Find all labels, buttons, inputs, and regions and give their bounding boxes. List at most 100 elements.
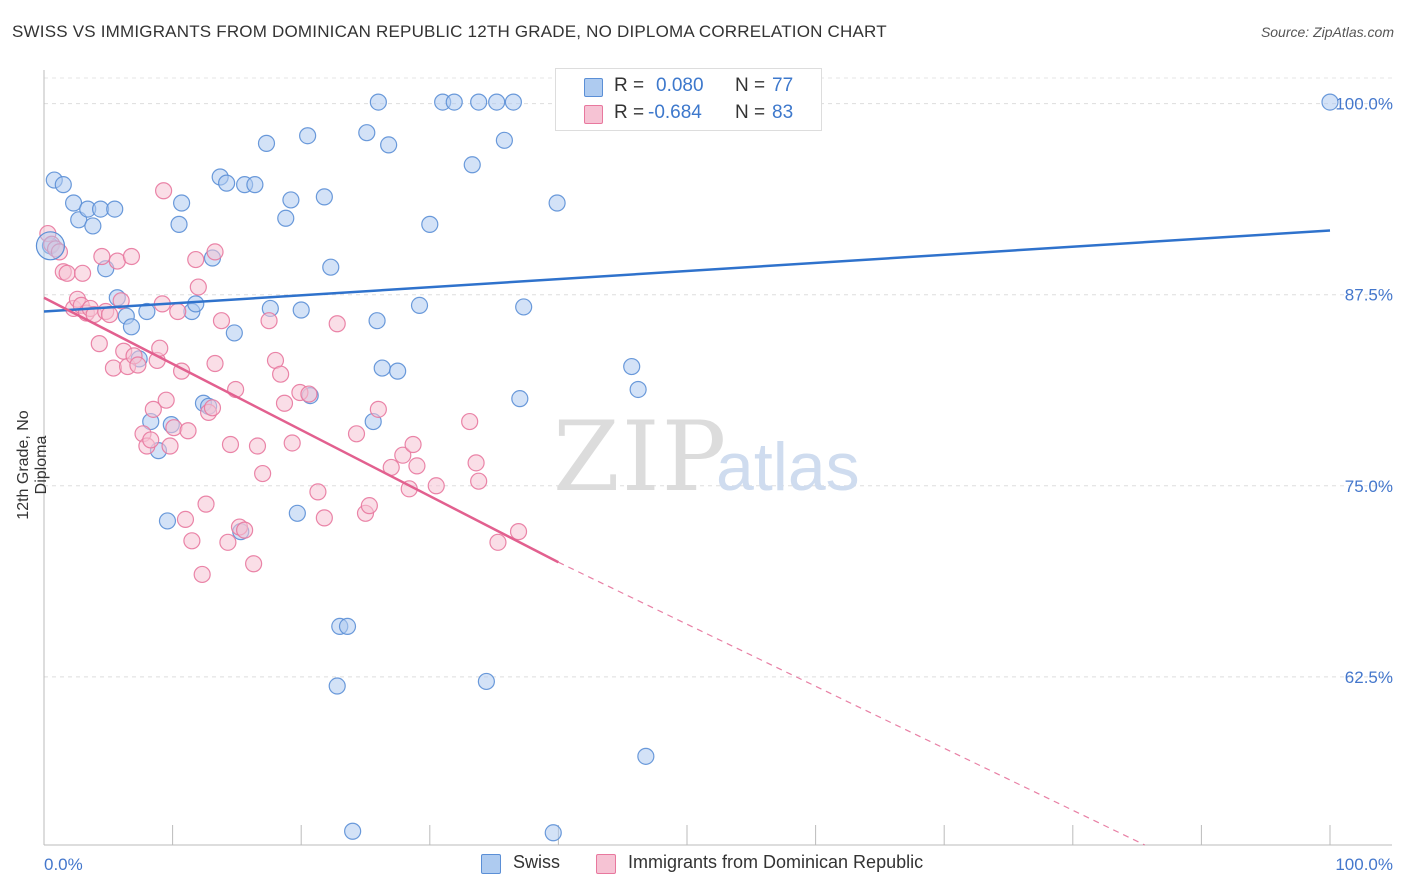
swiss-point-62 xyxy=(511,390,529,408)
dominican-point-13 xyxy=(93,247,111,266)
swiss-point-22 xyxy=(187,295,205,313)
dominican-point-41 xyxy=(193,565,211,584)
swiss-point-8 xyxy=(106,200,124,218)
dominican-point-65 xyxy=(347,425,366,443)
dominican-point-55 xyxy=(260,312,278,330)
swiss-point-28 xyxy=(225,324,243,342)
swiss-point-27 xyxy=(218,174,236,192)
swiss-point-61 xyxy=(504,93,522,111)
swiss-point-53 xyxy=(421,215,439,233)
swiss-point-75 xyxy=(1321,93,1339,111)
swiss-point-56 xyxy=(463,156,481,174)
dominican-point-48 xyxy=(221,435,240,454)
swiss-point-50 xyxy=(380,136,398,154)
dominican-r-value: -0.684 xyxy=(648,102,702,123)
dominican-point-42 xyxy=(197,495,215,513)
dominican-trend-extension xyxy=(558,561,1146,846)
bottom-swiss-label: Swiss xyxy=(513,852,561,872)
watermark-atlas: atlas xyxy=(716,429,860,505)
swiss-point-32 xyxy=(257,134,276,152)
swiss-n-label: N = xyxy=(735,75,766,96)
swiss-point-71 xyxy=(629,380,647,399)
source-label: Source: ZipAtlas.com xyxy=(1260,24,1394,40)
dominican-point-5 xyxy=(58,264,76,282)
swiss-point-41 xyxy=(322,258,340,276)
dominican-point-63 xyxy=(315,509,333,527)
swiss-point-70 xyxy=(623,357,641,376)
dominican-point-62 xyxy=(309,483,327,501)
swiss-point-2 xyxy=(54,176,72,194)
series-1 xyxy=(39,182,528,584)
y-tick-label-2: 75.0% xyxy=(1345,477,1393,496)
dominican-point-72 xyxy=(404,435,422,454)
dominican-point-12 xyxy=(90,335,108,353)
dominican-point-34 xyxy=(169,302,187,321)
legend-row-dominican: R = -0.684 N = 83 xyxy=(556,100,821,128)
dominican-point-73 xyxy=(408,457,426,475)
dominican-n-value: 83 xyxy=(772,102,794,123)
dominican-point-57 xyxy=(272,365,290,383)
swiss-point-35 xyxy=(282,191,300,209)
y-tick-label-3: 62.5% xyxy=(1345,668,1393,687)
dominican-point-44 xyxy=(203,399,222,417)
dominican-point-33 xyxy=(165,419,183,437)
dominican-r-label: R = xyxy=(614,102,645,123)
dominican-trend-line xyxy=(43,296,559,564)
swiss-point-52 xyxy=(410,296,429,315)
swiss-point-64 xyxy=(544,824,562,842)
swiss-point-44 xyxy=(338,617,357,636)
dominican-point-27 xyxy=(144,400,162,418)
dominican-point-26 xyxy=(142,431,160,449)
bottom-swiss-swatch xyxy=(481,854,501,874)
swiss-point-38 xyxy=(299,127,317,145)
dominican-point-64 xyxy=(328,315,346,333)
swiss-point-17 xyxy=(158,512,177,530)
swiss-point-6 xyxy=(84,217,102,235)
swiss-point-14 xyxy=(138,302,156,321)
swiss-point-55 xyxy=(445,93,463,111)
dominican-point-46 xyxy=(212,312,231,330)
swiss-point-42 xyxy=(328,677,346,695)
swiss-point-3 xyxy=(64,194,83,212)
dominican-point-38 xyxy=(183,532,201,550)
swiss-r-value: 0.080 xyxy=(656,75,704,96)
dominican-point-31 xyxy=(157,391,175,409)
dominican-point-54 xyxy=(254,464,272,483)
swiss-trend-line xyxy=(43,229,1331,313)
y-tick-label-0: 100.0% xyxy=(1335,95,1393,114)
swiss-point-58 xyxy=(477,672,495,691)
swiss-point-60 xyxy=(495,131,513,149)
dominican-point-47 xyxy=(219,533,237,551)
dominican-point-61 xyxy=(300,385,318,403)
dominican-point-37 xyxy=(179,422,197,440)
swiss-legend-swatch xyxy=(584,78,603,97)
swiss-point-48 xyxy=(368,312,386,330)
dominican-point-68 xyxy=(369,400,387,418)
dominican-point-59 xyxy=(283,434,301,452)
swiss-point-19 xyxy=(170,215,188,233)
swiss-point-45 xyxy=(344,822,362,840)
swiss-point-20 xyxy=(173,194,191,212)
dominican-point-78 xyxy=(489,533,507,551)
dominican-point-70 xyxy=(394,446,412,464)
swiss-point-46 xyxy=(358,124,376,142)
dominican-point-58 xyxy=(275,394,294,412)
dominican-point-67 xyxy=(360,497,378,515)
swiss-point-63 xyxy=(515,298,533,316)
dominican-point-77 xyxy=(470,472,488,490)
dominican-legend-swatch xyxy=(584,105,603,124)
dominican-point-75 xyxy=(461,412,479,431)
swiss-point-12 xyxy=(122,318,141,336)
dominican-point-16 xyxy=(104,359,123,377)
dominican-point-82 xyxy=(73,264,92,282)
bottom-dominican-swatch xyxy=(596,854,616,874)
swiss-point-51 xyxy=(389,362,407,380)
dominican-point-17 xyxy=(108,252,126,270)
dominican-point-76 xyxy=(467,454,485,472)
bottom-dominican-label: Immigrants from Dominican Republic xyxy=(628,852,924,872)
dominican-point-79 xyxy=(509,523,528,541)
swiss-point-37 xyxy=(292,301,310,319)
x-tick-label-1: 100.0% xyxy=(1335,855,1393,874)
dominican-point-21 xyxy=(122,247,141,266)
dominican-point-39 xyxy=(187,250,205,269)
